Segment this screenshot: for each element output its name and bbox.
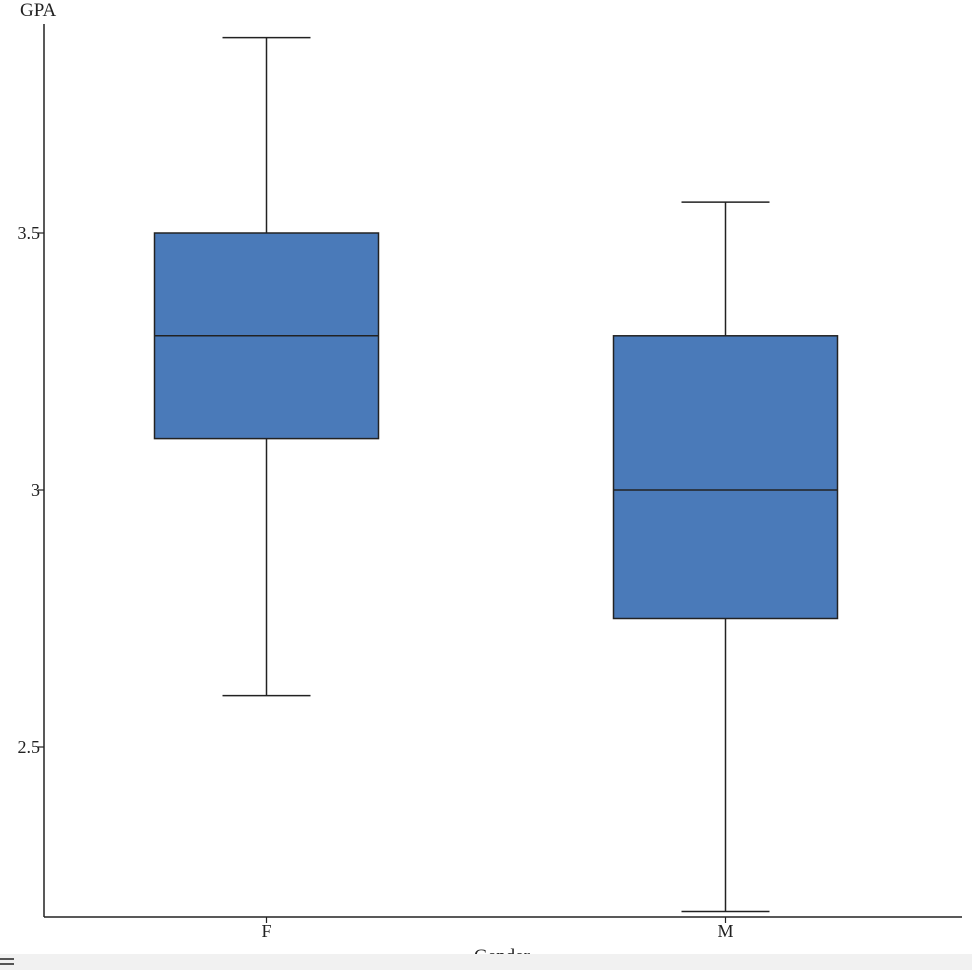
- x-tick-label: F: [261, 921, 271, 941]
- y-axis-title: GPA: [20, 0, 57, 21]
- x-tick-label: M: [717, 921, 733, 941]
- box-M: [612, 335, 839, 620]
- resize-grip-icon[interactable]: [0, 958, 16, 966]
- panel-bottom-bar: [0, 954, 972, 970]
- y-tick-label: 3.5: [18, 223, 41, 243]
- y-tick-label: 2.5: [18, 737, 41, 757]
- x-axis-title: Gender: [474, 946, 531, 954]
- plot-area: 2.5 3 3.5 F M: [18, 36, 839, 941]
- y-tick-label: 3: [31, 480, 40, 500]
